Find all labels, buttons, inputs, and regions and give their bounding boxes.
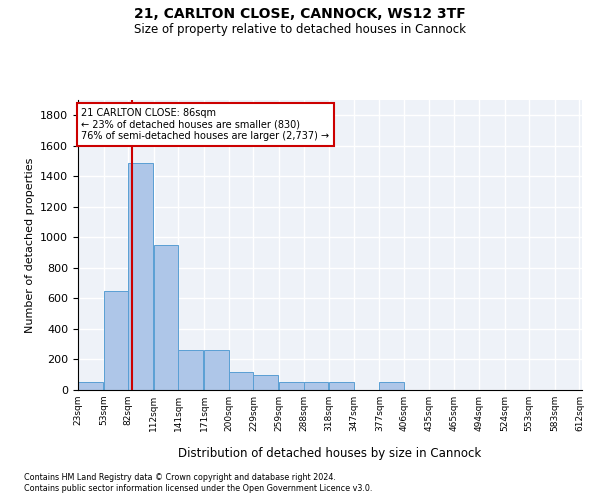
Text: Contains public sector information licensed under the Open Government Licence v3: Contains public sector information licen…: [24, 484, 373, 493]
Bar: [379, 382, 404, 390]
Bar: [279, 382, 304, 390]
Text: Contains HM Land Registry data © Crown copyright and database right 2024.: Contains HM Land Registry data © Crown c…: [24, 472, 336, 482]
Bar: [154, 245, 178, 390]
Bar: [78, 382, 103, 390]
Text: 21, CARLTON CLOSE, CANNOCK, WS12 3TF: 21, CARLTON CLOSE, CANNOCK, WS12 3TF: [134, 8, 466, 22]
Bar: [178, 350, 203, 390]
Bar: [253, 374, 278, 390]
Bar: [329, 382, 354, 390]
Text: 21 CARLTON CLOSE: 86sqm
← 23% of detached houses are smaller (830)
76% of semi-d: 21 CARLTON CLOSE: 86sqm ← 23% of detache…: [82, 108, 329, 141]
Bar: [304, 382, 328, 390]
Text: Size of property relative to detached houses in Cannock: Size of property relative to detached ho…: [134, 22, 466, 36]
Bar: [204, 350, 229, 390]
Bar: [104, 291, 128, 390]
Bar: [229, 372, 253, 390]
Bar: [128, 162, 153, 390]
Text: Distribution of detached houses by size in Cannock: Distribution of detached houses by size …: [178, 448, 482, 460]
Y-axis label: Number of detached properties: Number of detached properties: [25, 158, 35, 332]
